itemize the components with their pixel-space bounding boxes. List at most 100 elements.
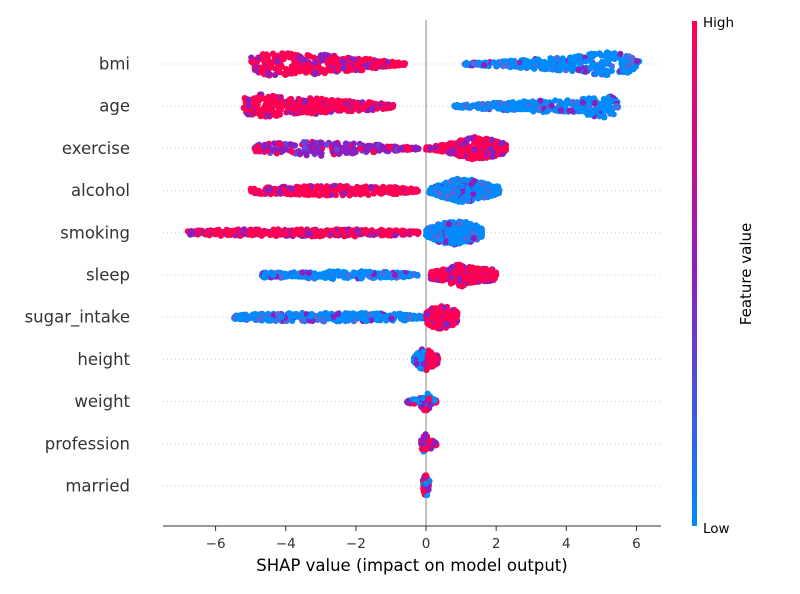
series-weight	[404, 390, 440, 414]
point-profession	[422, 446, 429, 453]
point-sleep	[270, 271, 277, 278]
point-sugar-intake	[350, 310, 357, 317]
feature-label-married: married	[65, 477, 130, 496]
point-smoking	[228, 231, 235, 238]
point-sugar-intake	[290, 313, 298, 320]
point-sugar-intake	[432, 317, 439, 324]
point-age	[606, 107, 613, 115]
point-alcohol	[284, 191, 291, 198]
point-smoking	[334, 231, 341, 238]
point-exercise	[296, 151, 304, 158]
point-bmi	[318, 57, 325, 64]
point-alcohol	[451, 181, 458, 188]
point-smoking	[305, 231, 312, 238]
point-sleep	[438, 270, 445, 278]
point-age	[342, 104, 349, 112]
point-age	[504, 107, 511, 114]
point-bmi	[547, 55, 554, 62]
point-height	[427, 354, 434, 361]
point-smoking	[405, 230, 412, 237]
point-bmi	[278, 52, 285, 59]
point-age	[252, 98, 259, 105]
point-bmi	[582, 58, 590, 65]
point-age	[245, 96, 252, 103]
point-married	[422, 480, 429, 487]
point-alcohol	[391, 190, 398, 197]
point-exercise	[357, 145, 364, 152]
point-bmi	[311, 59, 319, 66]
point-alcohol	[485, 187, 492, 194]
point-bmi	[600, 69, 607, 76]
point-exercise	[496, 146, 503, 153]
point-age	[286, 96, 293, 103]
point-smoking	[434, 233, 441, 240]
point-smoking	[444, 228, 452, 235]
point-exercise	[300, 139, 307, 146]
point-alcohol	[330, 187, 337, 194]
point-sugar-intake	[235, 314, 242, 321]
point-alcohol	[305, 191, 312, 198]
series-height	[410, 346, 442, 374]
point-sugar-intake	[398, 311, 405, 318]
point-age	[262, 101, 269, 108]
point-exercise	[333, 145, 340, 153]
feature-label-weight: weight	[74, 392, 130, 411]
point-height	[418, 355, 425, 362]
feature-label-alcohol: alcohol	[71, 181, 130, 200]
point-sugar-intake	[444, 321, 451, 328]
point-sleep	[429, 275, 436, 282]
point-alcohol	[340, 190, 347, 197]
point-bmi	[339, 58, 346, 65]
point-alcohol	[428, 189, 435, 196]
point-alcohol	[492, 189, 499, 196]
point-smoking	[207, 227, 214, 234]
point-alcohol	[323, 183, 330, 190]
point-smoking	[358, 231, 365, 238]
point-smoking	[470, 235, 477, 242]
point-exercise	[396, 146, 403, 153]
point-bmi	[321, 69, 328, 76]
point-sugar-intake	[307, 313, 314, 320]
point-alcohol	[436, 190, 443, 197]
point-sugar-intake	[357, 314, 364, 321]
point-alcohol	[445, 192, 452, 199]
point-bmi	[608, 67, 615, 74]
point-alcohol	[493, 183, 500, 190]
point-smoking	[328, 227, 336, 234]
point-height	[431, 360, 438, 368]
point-smoking	[222, 228, 229, 235]
point-sleep	[450, 270, 458, 277]
point-alcohol	[480, 194, 488, 201]
point-smoking	[198, 228, 205, 235]
point-age	[274, 110, 281, 118]
feature-label-sugar-intake: sugar_intake	[25, 308, 130, 328]
point-age	[290, 106, 297, 113]
point-bmi	[330, 55, 337, 62]
point-bmi	[302, 69, 309, 76]
point-exercise	[427, 145, 434, 152]
point-alcohol	[398, 189, 405, 196]
point-sugar-intake	[268, 316, 275, 323]
point-bmi	[379, 63, 386, 70]
point-bmi	[592, 71, 599, 78]
point-exercise	[386, 144, 393, 151]
point-sleep	[482, 267, 489, 274]
point-age	[381, 105, 388, 112]
point-smoking	[320, 231, 327, 238]
point-exercise	[489, 149, 497, 156]
point-age	[259, 94, 266, 101]
point-alcohol	[303, 185, 310, 192]
point-age	[601, 105, 609, 112]
point-sleep	[332, 269, 339, 276]
x-tick-label: 6	[632, 536, 641, 552]
point-alcohol	[295, 184, 303, 191]
point-bmi	[620, 58, 627, 66]
point-bmi	[362, 55, 369, 63]
point-bmi	[598, 52, 605, 59]
point-alcohol	[407, 187, 414, 194]
point-profession	[426, 438, 433, 445]
point-alcohol	[350, 186, 357, 193]
point-sugar-intake	[325, 315, 332, 322]
point-sleep	[350, 271, 357, 278]
point-sugar-intake	[334, 311, 341, 318]
